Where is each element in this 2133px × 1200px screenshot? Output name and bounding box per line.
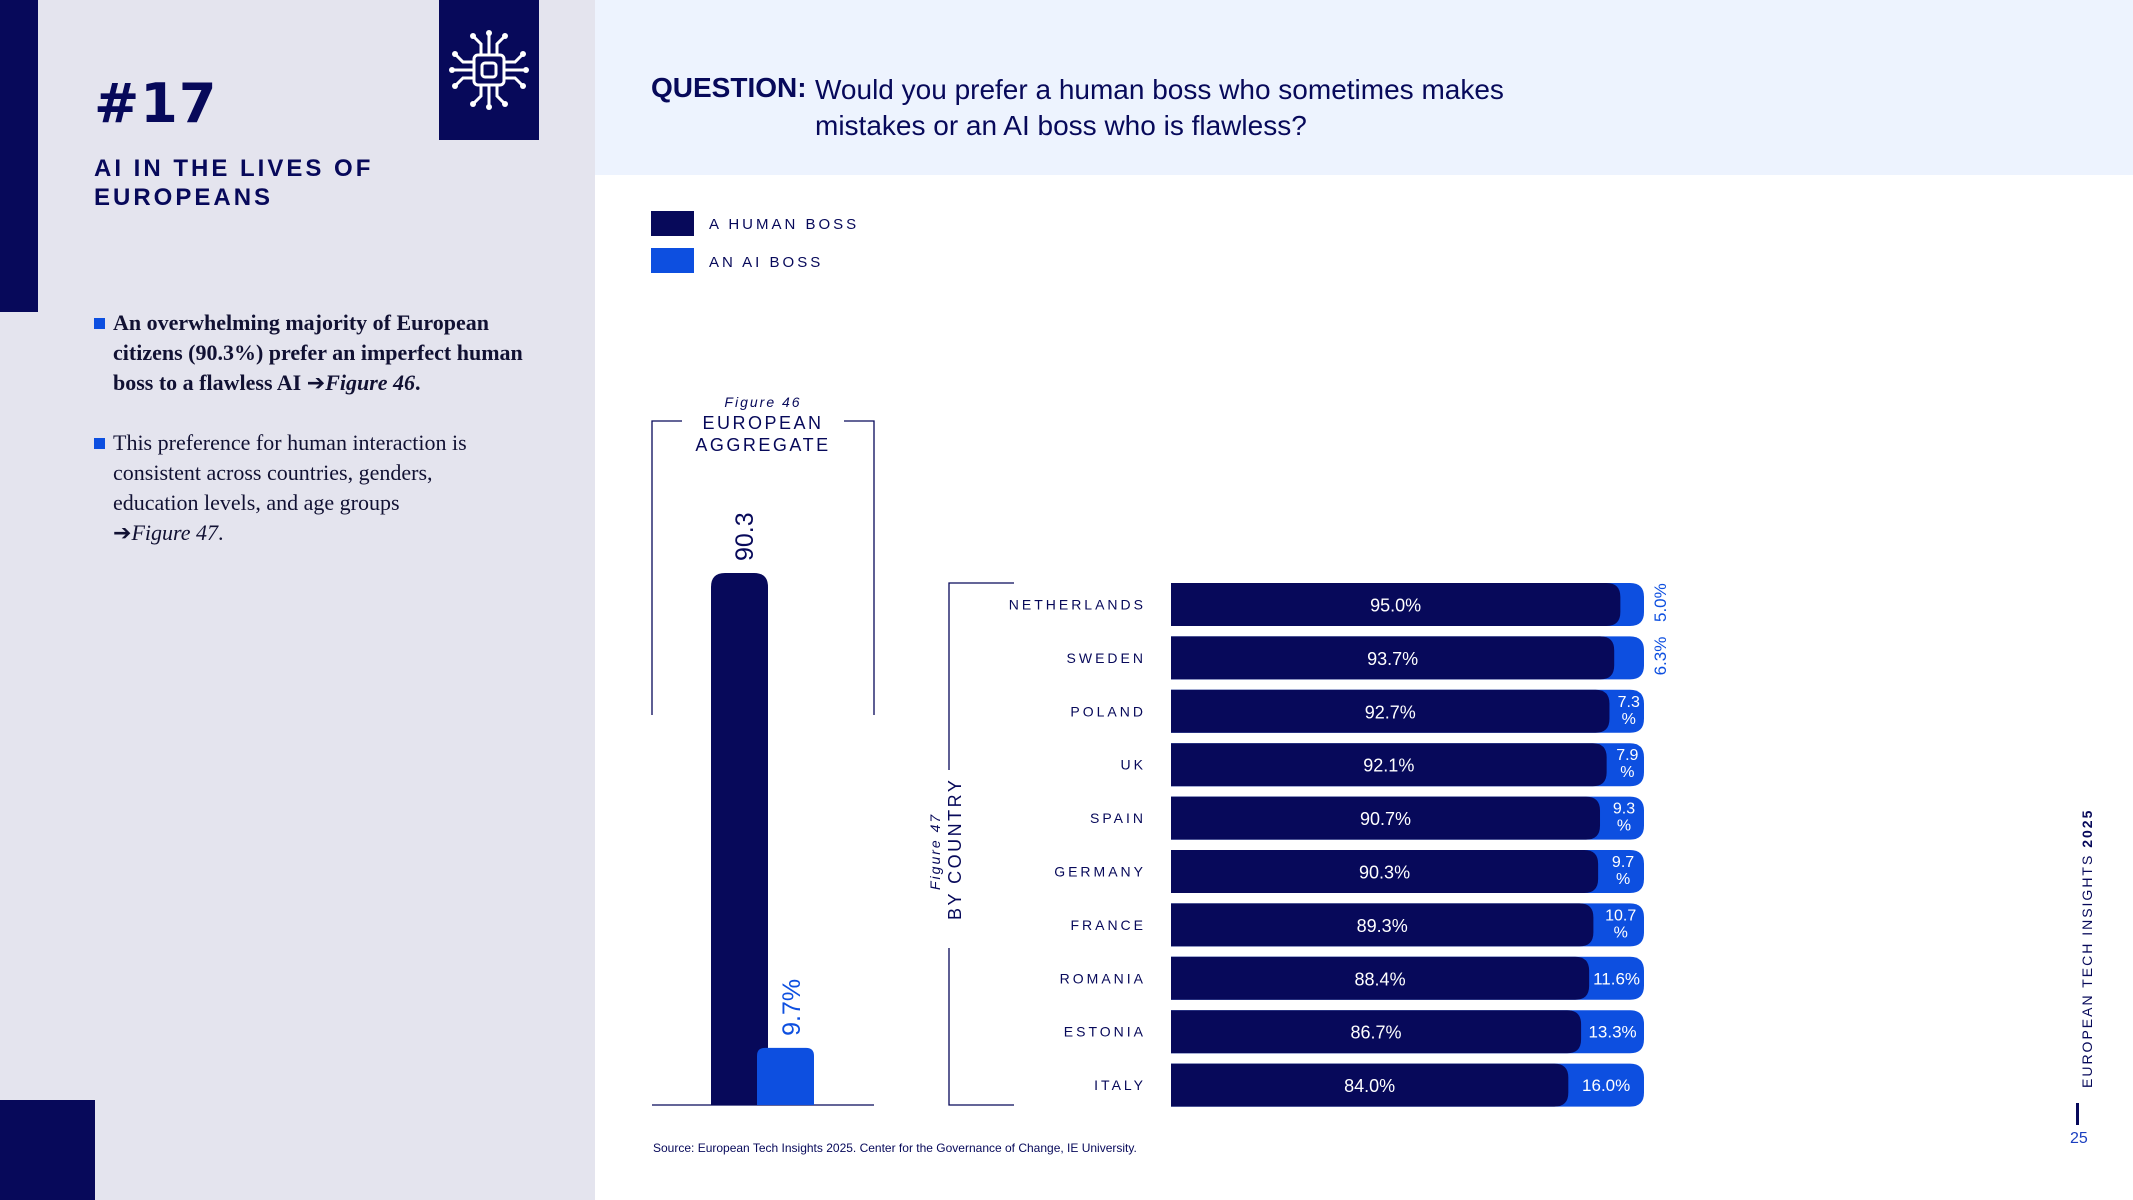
country-value-human: 92.1% [1363, 756, 1414, 776]
country-value-ai: 5.0% [1651, 583, 1670, 622]
country-bar-human [1171, 689, 1610, 733]
country-value-ai: 9.7% [1612, 854, 1634, 888]
side-publication-title: EUROPEAN TECH INSIGHTS 2025 [2079, 809, 2095, 1088]
country-value-ai: 13.3% [1588, 1023, 1636, 1042]
bullet-point-2: This preference for human interaction is… [94, 428, 534, 549]
country-bar-human [1171, 1010, 1582, 1054]
country-bar-human [1171, 903, 1594, 947]
country-bar-human [1171, 636, 1615, 680]
aggregate-label-ai: 9.7% [778, 979, 806, 1036]
arrow-right-icon: ➔ [306, 371, 326, 396]
legend-swatch-human [651, 211, 694, 236]
figure-47-title: BY COUNTRY [945, 778, 965, 920]
figure-46-link[interactable]: Figure 46 [325, 370, 416, 395]
country-value-human: 92.7% [1365, 702, 1416, 722]
country-label: SPAIN [1090, 810, 1146, 826]
country-value-human: 93.7% [1367, 649, 1418, 669]
side-title-year: 2025 [2079, 808, 2095, 848]
country-value-ai: 16.0% [1582, 1076, 1630, 1095]
page-number: 25 [2070, 1130, 2088, 1147]
country-label: SWEDEN [1067, 650, 1146, 666]
country-label: UK [1121, 757, 1146, 773]
ai-chip-icon-box [439, 0, 539, 140]
side-title-rule [2076, 1103, 2079, 1125]
bullet-2-end: . [218, 520, 224, 545]
country-value-ai: 7.9% [1616, 747, 1638, 781]
legend-label-ai: AN AI BOSS [709, 254, 824, 271]
bullet-square-icon [94, 318, 105, 329]
figure-47-bars: NETHERLANDS 95.0% 5.0% SWEDEN 93.7% 6.3% POLAN… [1009, 583, 1670, 1107]
figure-46-bars: 90.3 9.7% [711, 512, 814, 1105]
figure-47-link[interactable]: Figure 47 [131, 520, 218, 545]
country-value-ai: 11.6% [1593, 969, 1640, 988]
bullet-square-icon [94, 438, 105, 449]
country-value-human: 89.3% [1357, 916, 1408, 936]
corner-accent-block [0, 1100, 95, 1200]
figure-47-label: Figure 47 [927, 813, 943, 890]
source-note: Source: European Tech Insights 2025. Cen… [653, 1141, 1137, 1155]
side-title-regular: EUROPEAN TECH INSIGHTS [2079, 847, 2095, 1088]
section-title: AI IN THE LIVES OF EUROPEANS [94, 155, 374, 211]
question-band [595, 0, 2133, 175]
country-bar-human [1171, 796, 1601, 840]
country-label: ESTONIA [1064, 1024, 1146, 1040]
country-value-ai: 6.3% [1651, 637, 1670, 676]
country-bar-human [1171, 743, 1607, 787]
left-panel [0, 0, 595, 1200]
country-label: NETHERLANDS [1009, 597, 1146, 613]
section-number: #17 [94, 72, 218, 135]
country-value-human: 88.4% [1355, 969, 1406, 989]
country-label: FRANCE [1070, 917, 1146, 933]
country-value-human: 90.7% [1360, 809, 1411, 829]
country-bar-human [1171, 850, 1599, 893]
figure-46-label: Figure 46 [724, 394, 801, 410]
country-bar-human [1171, 1063, 1569, 1107]
country-bar-human [1171, 583, 1621, 626]
country-bar-human [1171, 956, 1590, 1000]
country-value-ai: 9.3% [1613, 801, 1635, 835]
legend-swatch-ai [651, 248, 694, 273]
country-value-human: 86.7% [1351, 1023, 1402, 1043]
figure-47-bracket [948, 582, 1014, 1106]
bullet-1-text: An overwhelming majority of European cit… [113, 310, 523, 395]
country-label: GERMANY [1054, 864, 1146, 880]
country-label: ITALY [1094, 1077, 1146, 1093]
country-value-human: 84.0% [1344, 1076, 1395, 1096]
country-value-human: 95.0% [1370, 596, 1421, 616]
country-value-ai: 10.7% [1605, 907, 1636, 941]
aggregate-label-human: 90.3 [731, 512, 759, 561]
question-text: Would you prefer a human boss who someti… [815, 74, 1504, 141]
country-label: ROMANIA [1060, 970, 1146, 986]
question-label: QUESTION: [651, 72, 807, 103]
bullet-1-end: . [415, 370, 421, 395]
arrow-right-icon: ➔ [113, 521, 132, 546]
legend-label-human: A HUMAN BOSS [709, 216, 860, 233]
aggregate-bar-ai [757, 1047, 814, 1105]
country-label: POLAND [1070, 703, 1146, 719]
aggregate-bar-human [711, 573, 768, 1105]
country-value-ai: 7.3% [1618, 694, 1640, 728]
figure-46-title-line-2: AGGREGATE [695, 435, 830, 455]
bullet-point-1: An overwhelming majority of European cit… [94, 308, 534, 399]
country-value-human: 90.3% [1359, 863, 1410, 883]
figure-46-title-line-1: EUROPEAN [702, 413, 823, 433]
left-accent-stripe [0, 0, 38, 312]
bullet-2-text: This preference for human interaction is… [113, 430, 467, 515]
ai-chip-icon [449, 30, 529, 110]
